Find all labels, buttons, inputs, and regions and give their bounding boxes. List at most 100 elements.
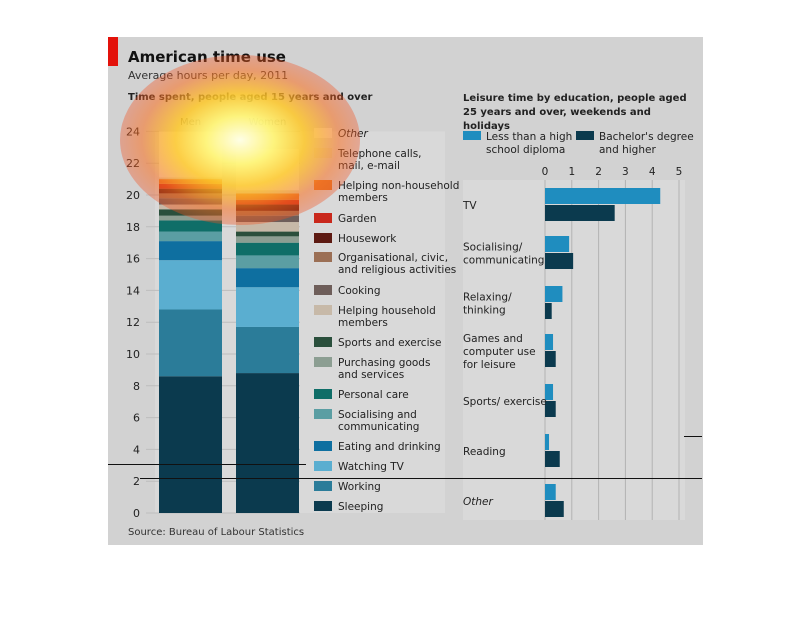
legend-swatch bbox=[314, 409, 332, 419]
stacked-bar-segment bbox=[236, 215, 299, 223]
y-tick-label: 8 bbox=[133, 380, 140, 393]
y-tick-label: 10 bbox=[126, 348, 140, 361]
horizontal-bar bbox=[545, 286, 563, 302]
stacked-bar-segment bbox=[159, 220, 222, 232]
legend-swatch bbox=[314, 213, 332, 223]
category-label: Women bbox=[249, 117, 287, 128]
horizontal-bar bbox=[545, 484, 556, 500]
category-label: Relaxing/ bbox=[463, 292, 512, 304]
y-tick-label: 14 bbox=[126, 284, 140, 297]
legend-label: Watching TV bbox=[338, 461, 405, 473]
horizontal-bar bbox=[545, 253, 574, 269]
legend-label: Housework bbox=[338, 233, 397, 245]
legend-swatch bbox=[314, 252, 332, 262]
legend-swatch bbox=[314, 357, 332, 367]
y-tick-label: 0 bbox=[133, 507, 140, 520]
legend-swatch bbox=[314, 233, 332, 243]
legend-label: Cooking bbox=[338, 285, 381, 297]
category-label: Socialising/ bbox=[463, 242, 523, 254]
legend-label: Less than a high bbox=[486, 131, 572, 143]
stacked-bar-segment bbox=[236, 255, 299, 269]
category-label: TV bbox=[462, 200, 477, 212]
legend-swatch bbox=[314, 148, 332, 158]
x-tick-label: 4 bbox=[649, 166, 656, 178]
legend-label: Bachelor's degree bbox=[599, 131, 694, 143]
y-tick-label: 12 bbox=[126, 316, 140, 329]
legend-swatch bbox=[314, 461, 332, 471]
legend-label: and higher bbox=[599, 144, 656, 156]
x-tick-label: 0 bbox=[542, 166, 549, 178]
stacked-bar-segment bbox=[159, 309, 222, 377]
stacked-bar-segment bbox=[159, 241, 222, 261]
y-tick-label: 24 bbox=[126, 125, 140, 138]
category-label: Games and bbox=[463, 333, 523, 345]
right-plot-bg bbox=[463, 180, 685, 520]
y-tick-label: 2 bbox=[133, 475, 140, 488]
overlay-line-wide bbox=[140, 478, 702, 479]
y-tick-label: 20 bbox=[126, 189, 140, 202]
y-tick-label: 18 bbox=[126, 221, 140, 234]
stacked-bar-segment bbox=[236, 210, 299, 216]
legend-label: Other bbox=[338, 128, 368, 140]
legend-label: members bbox=[338, 317, 388, 329]
y-tick-label: 4 bbox=[133, 443, 140, 456]
category-label: Reading bbox=[463, 446, 506, 458]
category-label: thinking bbox=[463, 305, 506, 317]
stacked-bar-segment bbox=[159, 231, 222, 242]
legend-swatch bbox=[463, 131, 481, 140]
stacked-bar-segment bbox=[236, 222, 299, 232]
source-note: Source: Bureau of Labour Statistics bbox=[128, 527, 305, 538]
stacked-bar-segment bbox=[236, 193, 299, 200]
legend-swatch bbox=[314, 305, 332, 315]
stacked-bar-segment bbox=[159, 376, 222, 513]
x-tick-label: 3 bbox=[622, 166, 629, 178]
x-tick-label: 2 bbox=[595, 166, 602, 178]
legend-label: and religious activities bbox=[338, 264, 456, 276]
stacked-bar-segment bbox=[236, 204, 299, 211]
legend-label: mail, e-mail bbox=[338, 160, 400, 172]
legend-label: Sports and exercise bbox=[338, 337, 441, 349]
stacked-bar-segment bbox=[236, 231, 299, 237]
legend-swatch bbox=[314, 337, 332, 347]
legend-swatch bbox=[314, 180, 332, 190]
legend-label: Sleeping bbox=[338, 501, 383, 513]
horizontal-bar bbox=[545, 188, 661, 204]
stacked-bar-segment bbox=[159, 204, 222, 210]
stacked-bar-segment bbox=[236, 373, 299, 513]
legend-swatch bbox=[314, 389, 332, 399]
x-tick-label: 5 bbox=[676, 166, 683, 178]
category-label: Sports/ exercise bbox=[463, 396, 547, 408]
legend-label: communicating bbox=[338, 421, 419, 433]
legend-swatch bbox=[314, 501, 332, 511]
stacked-bar-segment bbox=[159, 183, 222, 189]
category-label: for leisure bbox=[463, 359, 516, 371]
horizontal-bar bbox=[545, 451, 560, 467]
stacked-bar-segment bbox=[236, 190, 299, 194]
stacked-bar-segment bbox=[159, 179, 222, 184]
horizontal-bar bbox=[545, 434, 550, 450]
legend-label: Purchasing goods bbox=[338, 357, 430, 369]
category-label: Men bbox=[180, 117, 201, 128]
horizontal-bar bbox=[545, 236, 570, 252]
horizontal-bar bbox=[545, 334, 554, 350]
legend-label: members bbox=[338, 192, 388, 204]
legend-label: Eating and drinking bbox=[338, 441, 441, 453]
horizontal-bar bbox=[545, 205, 615, 221]
legend-label: Personal care bbox=[338, 389, 409, 401]
legend-swatch bbox=[576, 131, 594, 140]
stacked-bar-segment bbox=[159, 177, 222, 180]
overlay-line-small bbox=[684, 436, 702, 437]
accent-bar bbox=[108, 37, 118, 66]
horizontal-bar bbox=[545, 501, 564, 517]
stacked-bar-segment bbox=[236, 199, 299, 205]
stacked-bar-segment bbox=[159, 193, 222, 199]
legend-label: Working bbox=[338, 481, 381, 493]
legend-swatch bbox=[314, 128, 332, 138]
overlay-line-left bbox=[108, 464, 306, 465]
category-label: communicating bbox=[463, 255, 544, 267]
x-tick-label: 1 bbox=[568, 166, 575, 178]
legend-label: Garden bbox=[338, 213, 376, 225]
stacked-bar-segment bbox=[159, 215, 222, 221]
category-label: Other bbox=[463, 496, 493, 508]
